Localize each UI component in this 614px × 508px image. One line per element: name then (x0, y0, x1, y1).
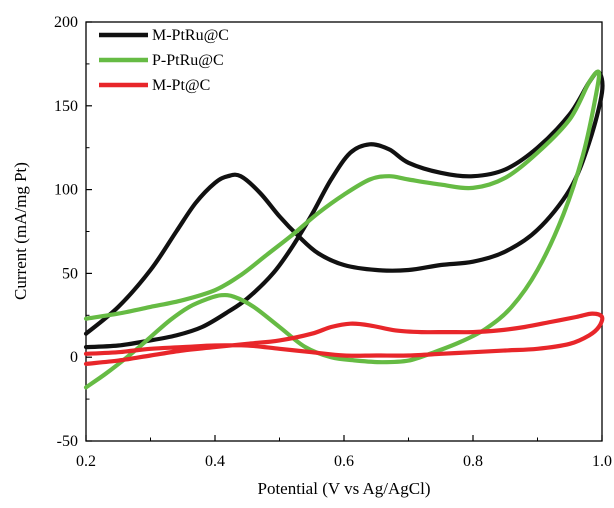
legend-label: P-PtRu@C (152, 52, 224, 69)
y-axis: -50 0 50 100 150 200 (54, 14, 92, 450)
x-axis-label: Potential (V vs Ag/AgCl) (258, 479, 431, 498)
legend: M-PtRu@C P-PtRu@C M-Pt@C (99, 27, 229, 94)
series-line-m-pt-c (83, 311, 605, 366)
legend-label: M-PtRu@C (152, 27, 229, 44)
x-tick-label: 1.0 (592, 453, 612, 470)
y-tick-label: 200 (54, 14, 78, 31)
y-tick-label: 50 (62, 265, 78, 282)
y-axis-label: Current (mA/mg Pt) (11, 162, 30, 300)
x-axis: 0.2 0.4 0.6 0.8 1.0 (76, 435, 612, 470)
y-tick-label: 0 (70, 349, 78, 366)
x-tick-label: 0.6 (334, 453, 354, 470)
y-tick-label: -50 (57, 433, 78, 450)
series-line-p-ptru-c (83, 69, 602, 390)
x-tick-label: 0.4 (205, 453, 225, 470)
series-layer (83, 69, 605, 390)
x-tick-label: 0.2 (76, 453, 96, 470)
series-line-m-ptru-c (83, 69, 605, 350)
y-tick-label: 150 (54, 98, 78, 115)
legend-label: M-Pt@C (152, 77, 210, 94)
x-tick-label: 0.8 (463, 453, 483, 470)
y-tick-label: 100 (54, 182, 78, 199)
